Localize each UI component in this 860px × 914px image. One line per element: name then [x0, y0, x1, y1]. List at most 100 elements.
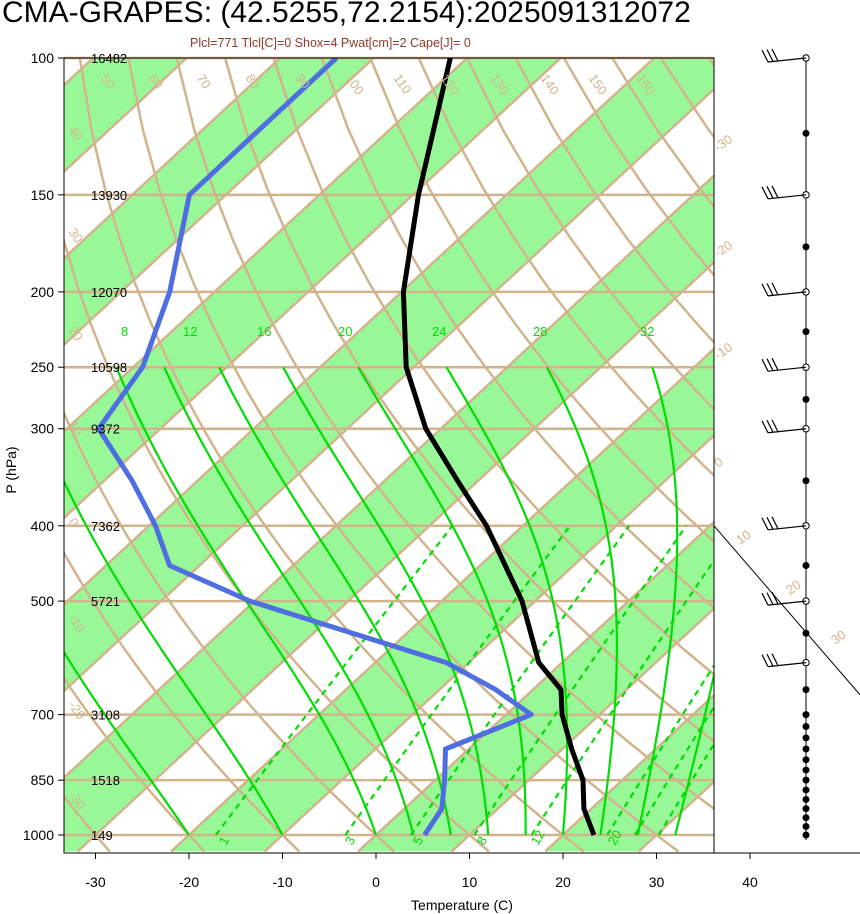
wind-level-dot — [802, 745, 810, 753]
isotherm-line — [64, 58, 189, 174]
wind-barb-flag — [766, 49, 774, 62]
dry-adiabat-line — [465, 58, 714, 411]
isotherm-line — [64, 174, 714, 780]
wind-barb-shaft — [767, 600, 807, 606]
x-tick-label: 30 — [649, 874, 665, 890]
isotherm-label-left: 0 — [66, 515, 82, 530]
x-tick-label: -30 — [85, 874, 105, 890]
wind-barb-flag — [761, 358, 769, 372]
dry-adiabat-line — [369, 58, 714, 544]
moist-adiabat-line — [546, 366, 618, 836]
moist-adiabat-line — [115, 366, 378, 836]
temperature-band — [64, 175, 714, 852]
y-tick-label: 100 — [31, 50, 55, 66]
isotherm-line — [76, 260, 714, 853]
height-label: 5721 — [91, 594, 120, 609]
mixing-ratio-line — [214, 525, 454, 836]
moist-adiabat-label: 8 — [121, 324, 128, 339]
wind-barb-flag — [771, 653, 779, 666]
isotherm-label-top: 70 — [194, 71, 215, 91]
x-tick-label: -10 — [272, 874, 292, 890]
dry-adiabat-line — [417, 58, 714, 478]
isotherm-line — [64, 58, 563, 520]
moist-adiabat-label: 12 — [183, 324, 197, 339]
temperature-bands — [64, 58, 714, 852]
dry-adiabat-line — [64, 410, 395, 853]
dry-adiabat-line — [78, 58, 585, 853]
x-tick-label: 0 — [372, 874, 380, 890]
wind-barb-flag — [771, 419, 779, 432]
isotherm-line — [357, 520, 714, 853]
height-label: 9372 — [91, 422, 120, 437]
moist-adiabat-line — [64, 479, 284, 836]
moist-adiabat-line — [445, 366, 569, 836]
isotherm-label-left: 30 — [66, 225, 87, 245]
isotherm-label-left: 40 — [66, 123, 87, 143]
mixing-ratio-line — [409, 525, 630, 836]
wind-barb-flag — [761, 49, 769, 63]
wind-level-dot — [802, 686, 810, 694]
isotherm-label-top: 80 — [243, 71, 264, 91]
wind-level-dot — [802, 786, 810, 794]
extension-line — [713, 525, 860, 696]
isotherm-line — [64, 58, 376, 347]
dewpoint-profile-line — [96, 58, 534, 837]
wind-barb-shaft — [767, 428, 807, 434]
mixing-ratio-lines — [214, 525, 714, 836]
isotherm-label-top: 90 — [293, 71, 314, 91]
isotherm-label-left: -20 — [66, 698, 89, 722]
isotherm-line — [170, 347, 714, 853]
isotherm-line — [64, 58, 656, 607]
isotherm-label-right: -20 — [711, 237, 735, 260]
height-label: 1518 — [91, 773, 120, 788]
dry-adiabat-line — [175, 58, 714, 811]
y-tick-label: 200 — [31, 284, 55, 300]
y-tick-label: 150 — [31, 187, 55, 203]
wind-barb-flag — [771, 185, 779, 199]
moist-adiabat-line — [636, 366, 679, 836]
isotherm-line — [450, 606, 714, 853]
chart-title: CMA-GRAPES: (42.5255,72.2154):2025091312… — [2, 0, 691, 29]
wind-barb-shaft — [767, 525, 807, 531]
wind-level-dot — [802, 822, 810, 830]
wind-level-dot — [802, 722, 810, 730]
isotherm-label-right: -30 — [711, 131, 735, 154]
wind-barb-shaft — [767, 194, 807, 200]
wind-level-dot — [802, 831, 810, 839]
wind-barb-flag — [766, 358, 774, 371]
temperature-band — [64, 58, 714, 692]
wind-level-dot — [802, 562, 810, 570]
isotherm-label-top: 60 — [146, 71, 167, 91]
mixing-ratio-label: 20 — [605, 827, 625, 847]
isotherm-line — [826, 0, 860, 851]
wind-barb-flag — [761, 420, 769, 433]
wind-level-dot — [802, 776, 810, 784]
height-label: 7362 — [91, 519, 120, 534]
wind-level-dot — [802, 711, 810, 719]
wind-level-dot — [802, 756, 810, 764]
wind-level-dot — [802, 395, 810, 403]
wind-barb-flag — [766, 517, 774, 530]
dry-adiabat-line — [272, 58, 714, 676]
wind-level-dot — [802, 129, 810, 137]
moist-adiabat-label: 24 — [432, 324, 446, 339]
wind-barb-flag — [761, 186, 769, 200]
y-tick-label: 400 — [31, 518, 55, 534]
wind-barb-flag — [766, 419, 774, 433]
y-tick-label: 500 — [31, 593, 55, 609]
moist-adiabat-label: 20 — [338, 324, 352, 339]
moist-adiabat-line — [357, 366, 527, 835]
isotherm-line — [64, 87, 714, 693]
dry-adiabat-line — [758, 58, 860, 852]
temperature-profile-line — [400, 58, 597, 836]
wind-barb-flag — [771, 516, 779, 530]
moist-adiabat-label: 28 — [533, 324, 547, 339]
wind-barb-flag — [771, 282, 779, 296]
wind-level-dot — [802, 477, 810, 485]
isotherm-line — [263, 433, 714, 853]
wind-barb-shaft — [767, 662, 807, 668]
dry-adiabat-line — [64, 676, 206, 853]
wind-barb-shaft — [767, 291, 807, 297]
